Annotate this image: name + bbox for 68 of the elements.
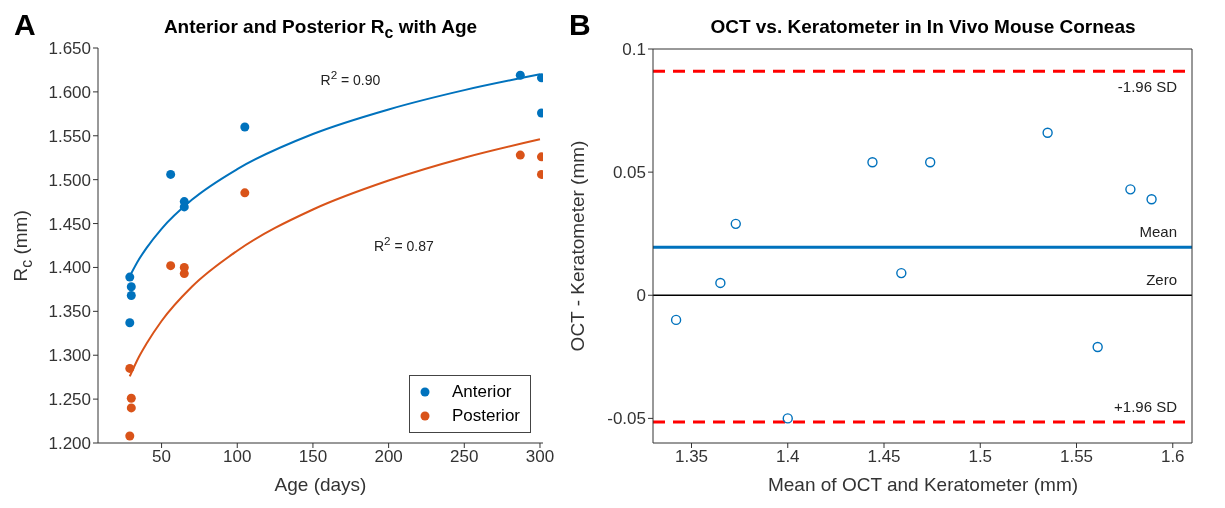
text: A: [14, 8, 36, 42]
point: [670, 314, 682, 326]
y-tick-label: 1.600: [48, 82, 91, 102]
x-tick-label: 250: [450, 447, 479, 467]
x-tick-label: 1.5: [968, 447, 993, 467]
point: [1125, 184, 1136, 195]
point: [240, 188, 250, 198]
y-tick-label: 1.250: [48, 390, 91, 410]
x-tick-label: 1.6: [1160, 447, 1185, 467]
y-tick-label: -0.05: [607, 409, 646, 429]
x-tick-label: 300: [525, 447, 555, 467]
y-tick-label: 1.650: [48, 39, 91, 59]
point: [1042, 127, 1053, 138]
line-series: [128, 138, 541, 378]
point: [1146, 194, 1157, 205]
point: [126, 282, 136, 292]
point: [126, 291, 136, 301]
ref-line-label: -1.96 SD: [1117, 78, 1178, 96]
x-tick-label: 1.55: [1059, 447, 1094, 467]
y-tick-label: 1.350: [48, 302, 91, 322]
x-tick-label: 50: [152, 447, 172, 467]
ref-line-label: +1.96 SD: [1114, 397, 1178, 415]
y-tick-label: 1.300: [48, 346, 91, 366]
point: [1092, 341, 1103, 353]
y-tick-label: 1.200: [48, 434, 91, 454]
y-tick-label: 1.450: [48, 214, 91, 234]
point: [126, 393, 136, 403]
point: [179, 269, 189, 279]
y-tick-label: 0.1: [622, 40, 646, 60]
y-tick-label: 0.05: [612, 163, 646, 183]
point: [730, 218, 741, 230]
point: [126, 403, 136, 413]
ref-line-label: Mean: [1139, 222, 1177, 240]
point: [166, 169, 176, 179]
point: [896, 267, 907, 279]
ref-line-label: Zero: [1146, 270, 1177, 288]
x-tick-label: 1.45: [867, 447, 901, 467]
y-axis-title: OCT - Keratometer (mm): [567, 140, 589, 351]
annotation: R$^{2}$ = 0.90: [320, 67, 381, 88]
point: [867, 157, 878, 168]
point: [125, 363, 135, 373]
point: [166, 261, 176, 271]
point: [925, 157, 936, 168]
y-tick-label: 1.550: [48, 126, 91, 146]
point: [782, 413, 793, 424]
text: B: [569, 8, 591, 42]
x-axis-title: Age (days): [273, 474, 368, 496]
point: [515, 70, 525, 80]
x-axis-title: Mean of OCT and Keratometer (mm): [766, 474, 1080, 496]
legend-label: Anterior: [451, 381, 512, 403]
legend-label: Posterior: [451, 405, 520, 427]
y-tick-label: 0: [636, 286, 646, 306]
x-tick-label: 1.35: [674, 447, 709, 467]
point: [240, 122, 250, 132]
annotation: R$^{2}$ = 0.87: [373, 233, 434, 254]
x-tick-label: 1.4: [775, 447, 800, 467]
y-tick-label: 1.400: [48, 258, 91, 278]
chart-title: Anterior and Posterior R$_{c}$ with Age: [162, 16, 479, 42]
point: [515, 150, 525, 160]
point: [715, 277, 726, 289]
x-tick-label: 200: [374, 447, 403, 467]
y-tick-label: 1.500: [48, 170, 91, 190]
chart-title: OCT vs. Keratometer in In Vivo Mouse Corneas: [709, 16, 1137, 38]
point: [125, 272, 135, 282]
point: [125, 318, 135, 328]
x-tick-label: 150: [298, 447, 328, 467]
point: [125, 431, 135, 441]
x-tick-label: 100: [223, 447, 252, 467]
